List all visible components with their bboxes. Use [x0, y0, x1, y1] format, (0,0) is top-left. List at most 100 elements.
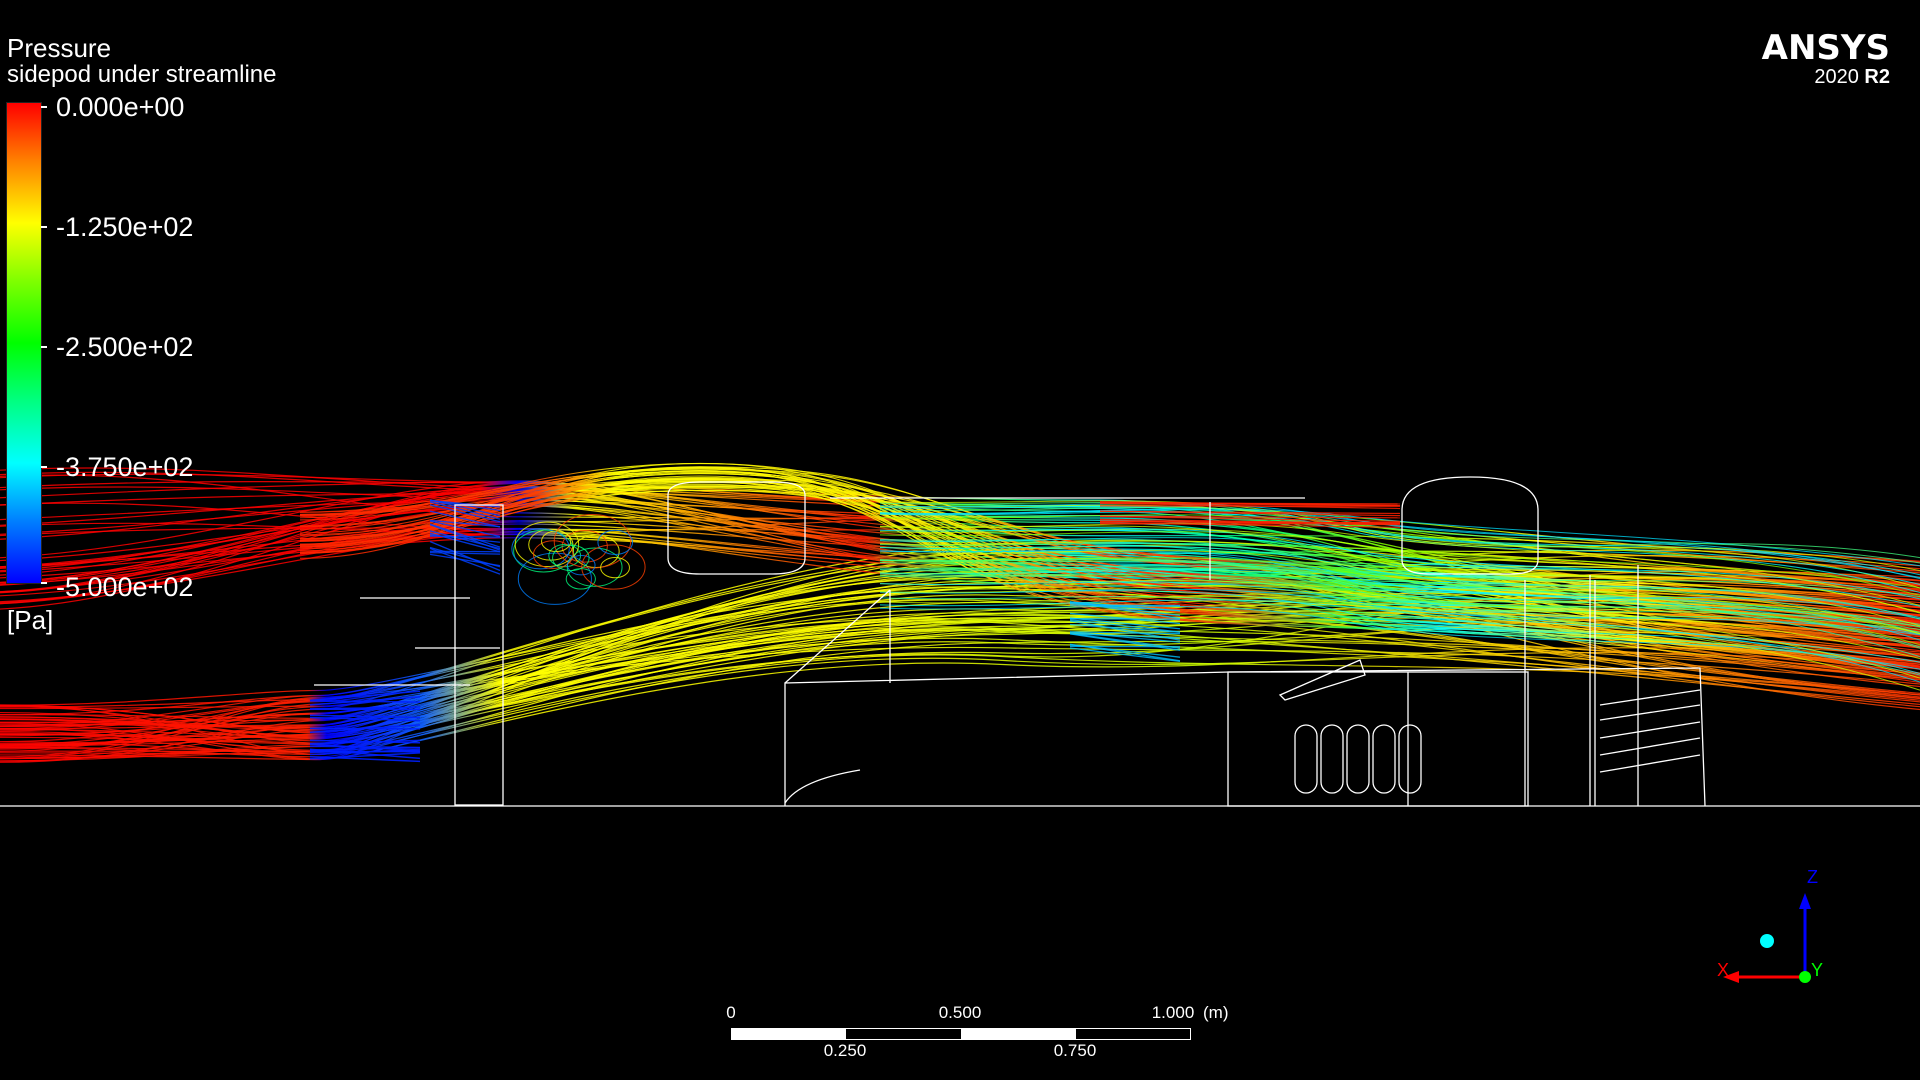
streamline — [299, 466, 1920, 668]
streamline — [309, 739, 421, 744]
streamline — [0, 497, 1920, 658]
streamline — [879, 585, 1920, 679]
streamline — [879, 605, 1920, 670]
brand-version: 2020 R2 — [1762, 66, 1890, 88]
streamline — [0, 493, 1920, 585]
streamline — [429, 510, 501, 528]
streamline — [1069, 633, 1181, 651]
streamline — [0, 610, 1920, 738]
streamline — [299, 471, 1920, 600]
legend-title: Pressure — [7, 33, 112, 63]
streamline — [566, 547, 623, 587]
version-year: 2020 — [1814, 66, 1859, 88]
scale-segment — [961, 1029, 1076, 1039]
scale-bar-track — [731, 1028, 1191, 1040]
z-axis-label: Z — [1807, 867, 1818, 887]
streamline — [553, 513, 632, 569]
streamline — [879, 560, 1920, 649]
streamline — [0, 612, 1920, 730]
pressure-colorbar — [6, 102, 42, 584]
scale-label: 0.500 — [938, 1003, 982, 1022]
streamline — [309, 748, 421, 756]
streamline — [1069, 631, 1181, 635]
streamline — [1099, 502, 1401, 510]
streamline — [879, 559, 1920, 648]
streamline — [299, 467, 1920, 608]
streamline — [513, 529, 575, 573]
legend-subtitle: sidepod under streamline — [7, 61, 277, 88]
streamline — [1069, 647, 1181, 662]
streamline — [879, 542, 1920, 598]
streamline — [879, 511, 1920, 585]
scale-label: 0 — [726, 1003, 736, 1022]
streamline — [541, 530, 572, 552]
streamline — [429, 524, 501, 551]
streamline — [0, 610, 1920, 762]
scale-label: 0.750 — [1053, 1041, 1097, 1060]
scale-segment — [732, 1029, 846, 1039]
streamline — [299, 483, 1920, 667]
version-release: R2 — [1864, 66, 1890, 88]
scale-unit: (m) — [1203, 1003, 1229, 1022]
streamline — [552, 544, 590, 572]
streamline — [429, 553, 501, 567]
streamline — [600, 557, 630, 579]
streamline — [429, 499, 501, 517]
streamline — [1099, 515, 1401, 519]
colorbar-tick — [41, 226, 47, 228]
streamline — [0, 500, 1920, 631]
y-axis-label: Y — [1811, 960, 1824, 980]
axis-triad[interactable]: Z X Y — [1705, 865, 1825, 995]
brand-name: ANSYS — [1761, 28, 1890, 68]
streamline — [548, 543, 582, 568]
streamline — [879, 557, 1920, 635]
streamline — [1069, 620, 1181, 641]
streamline — [429, 519, 501, 528]
streamline — [0, 539, 1920, 750]
colorbar-tick — [41, 106, 47, 108]
streamline — [309, 745, 421, 749]
streamline — [429, 551, 501, 555]
streamline — [429, 504, 501, 523]
streamline — [429, 534, 501, 543]
streamline — [514, 521, 580, 568]
scale-segment — [846, 1029, 961, 1039]
streamline — [572, 534, 620, 568]
colorbar-tick-label: -5.000e+02 — [56, 572, 194, 602]
scale-label: 0.250 — [823, 1041, 867, 1060]
pressure-streamlines — [0, 462, 1920, 763]
streamline — [879, 540, 1920, 627]
streamline — [1069, 619, 1181, 633]
streamline — [429, 520, 501, 538]
triad-arrows — [1723, 893, 1811, 983]
streamline — [1069, 632, 1181, 649]
streamline — [879, 567, 1920, 631]
streamline — [879, 504, 1920, 572]
streamline — [309, 752, 421, 760]
streamline — [309, 690, 421, 702]
car-geometry-outline — [0, 476, 1920, 807]
streamline — [581, 544, 646, 590]
streamline — [429, 501, 501, 520]
scale-segment — [1076, 1029, 1190, 1039]
streamline — [1099, 510, 1401, 517]
streamline — [429, 540, 501, 572]
streamline — [1069, 617, 1181, 630]
legend-unit: [Pa] — [7, 605, 54, 635]
scale-label: 1.000 — [1151, 1003, 1195, 1022]
colorbar-tick — [41, 346, 47, 348]
streamline — [511, 528, 570, 570]
streamline — [0, 637, 1920, 745]
streamline — [0, 616, 1920, 710]
streamline — [879, 595, 1920, 691]
streamline — [1099, 502, 1401, 507]
streamline — [879, 514, 1920, 596]
streamline — [0, 487, 1920, 640]
streamline — [879, 581, 1920, 636]
ansys-logo: ANSYS 2020 R2 — [1762, 30, 1890, 88]
streamline — [879, 566, 1920, 625]
colorbar-tick-label: -2.500e+02 — [56, 332, 194, 362]
streamline — [1069, 601, 1181, 620]
streamline — [1099, 520, 1401, 526]
